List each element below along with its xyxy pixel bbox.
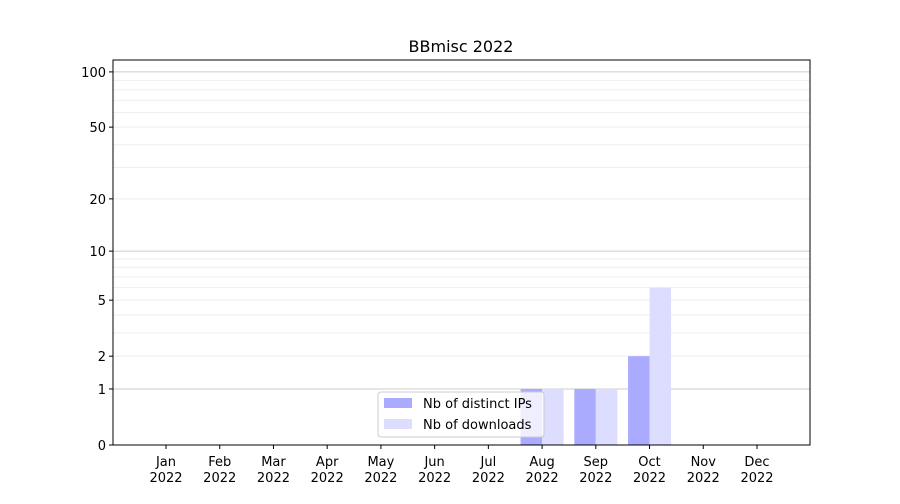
x-tick-label: Dec 2022	[740, 455, 773, 486]
plot-frame	[112, 59, 811, 446]
x-tick-label: Oct 2022	[633, 455, 666, 486]
bar-downloads	[649, 287, 672, 445]
y-tick-label: 10	[89, 245, 106, 260]
bar-downloads	[595, 388, 618, 445]
legend-label: Nb of downloads	[423, 418, 532, 433]
x-tick-label: Sep 2022	[579, 455, 612, 486]
x-tick-label: Aug 2022	[526, 455, 559, 486]
x-tick-label: Jun 2022	[418, 455, 451, 486]
legend: Nb of distinct IPs Nb of downloads	[377, 391, 545, 438]
x-tick-label: Nov 2022	[687, 455, 720, 486]
chart-title: BBmisc 2022	[409, 37, 514, 56]
legend-swatch	[384, 398, 412, 408]
x-tick-label: Feb 2022	[203, 455, 236, 486]
legend-box	[377, 391, 545, 438]
x-tick-label: Jan 2022	[149, 455, 182, 486]
bar-ips	[628, 356, 650, 445]
x-tick-label: Apr 2022	[311, 455, 344, 486]
y-tick-label: 20	[89, 193, 106, 208]
y-tick-label: 100	[81, 66, 106, 81]
bar-ips	[574, 388, 596, 445]
y-tick-label: 2	[98, 350, 106, 365]
legend-label: Nb of distinct IPs	[423, 397, 532, 412]
x-tick-label: Mar 2022	[257, 455, 290, 486]
bar-downloads	[542, 388, 564, 445]
y-tick-label: 1	[98, 383, 106, 398]
y-tick-label: 0	[98, 439, 106, 454]
y-tick-label: 50	[89, 121, 106, 136]
legend-swatch	[384, 419, 412, 429]
x-tick-label: Jul 2022	[472, 455, 505, 486]
x-tick-label: May 2022	[364, 455, 397, 486]
y-tick-label: 5	[98, 294, 106, 309]
